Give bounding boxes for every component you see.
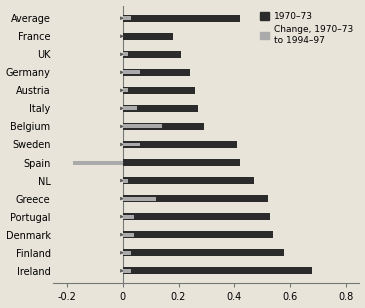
Bar [123,88,128,92]
Bar [123,124,162,128]
Bar [73,160,123,164]
Bar [123,267,312,274]
Bar [123,123,204,130]
Bar [123,87,195,94]
Legend: 1970–73, Change, 1970–73
to 1994–97: 1970–73, Change, 1970–73 to 1994–97 [258,10,355,47]
Bar [123,195,268,202]
Bar [123,177,254,184]
Bar [123,33,173,40]
Bar [123,179,128,183]
Bar [123,159,240,166]
Bar [123,215,134,219]
Bar [123,197,156,201]
Bar [123,233,134,237]
Bar [123,105,198,112]
Bar [123,69,190,76]
Bar [123,249,284,256]
Bar [123,107,137,110]
Bar [123,51,181,58]
Bar [123,15,240,22]
Bar [123,269,131,273]
Bar [123,143,139,147]
Bar [123,213,270,220]
Bar [123,52,128,56]
Bar [123,16,131,20]
Bar [123,251,131,255]
Bar [123,141,237,148]
Bar [123,70,139,74]
Bar [123,231,273,238]
